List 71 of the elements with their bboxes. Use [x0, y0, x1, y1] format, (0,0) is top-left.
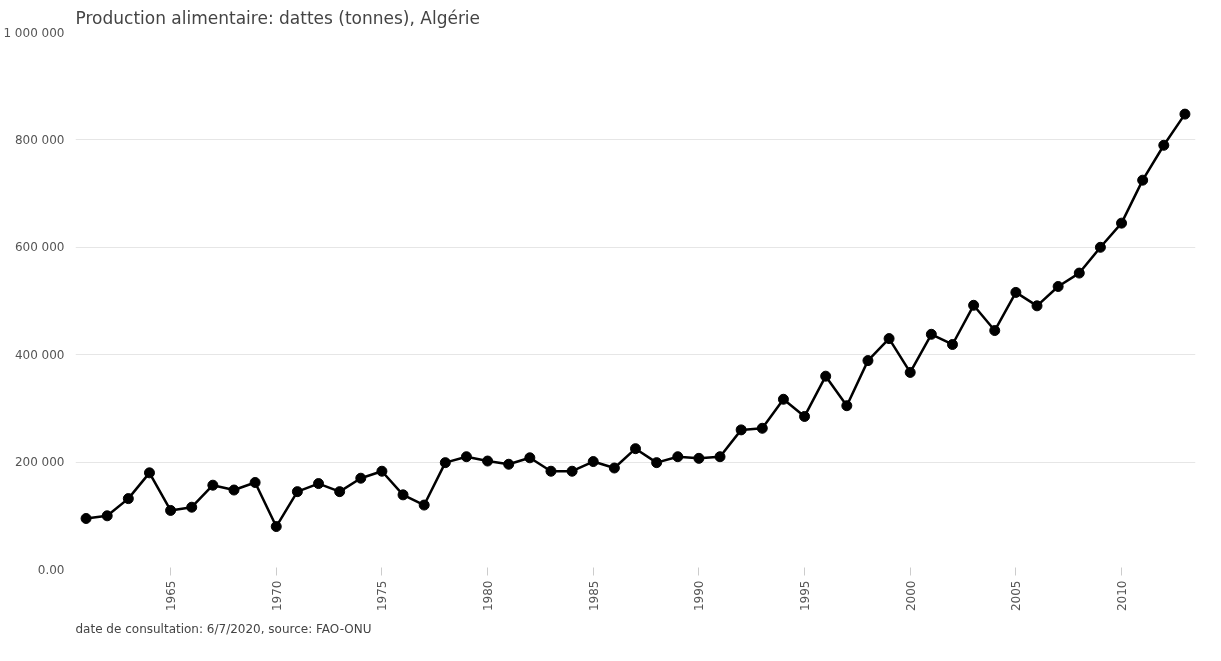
point — [820, 370, 832, 382]
point — [841, 400, 853, 412]
point — [714, 451, 726, 463]
point — [334, 486, 346, 498]
y-tick-label: 1 000 000 — [3, 25, 65, 40]
point — [249, 477, 261, 488]
point — [1158, 139, 1170, 151]
point — [693, 452, 705, 464]
x-tick-label: 1980 — [481, 580, 496, 612]
y-tick-label: 0.00 — [37, 562, 65, 577]
point — [482, 455, 494, 467]
y-tick-label: 800 000 — [14, 132, 65, 147]
x-tick-label: 2010 — [1115, 580, 1130, 612]
point — [735, 424, 747, 436]
point — [545, 465, 557, 477]
point — [968, 299, 980, 311]
point — [1073, 267, 1085, 279]
point — [651, 457, 663, 469]
x-tick-label: 1985 — [586, 580, 601, 612]
point — [946, 339, 958, 350]
point — [1010, 286, 1022, 298]
point — [207, 479, 219, 491]
point — [777, 393, 789, 405]
point — [460, 451, 472, 463]
x-tick-label: 2000 — [903, 580, 918, 612]
point — [143, 467, 155, 479]
point — [1052, 281, 1064, 292]
x-tick-label: 1990 — [692, 580, 707, 612]
point — [1179, 108, 1191, 120]
point — [80, 512, 92, 524]
y-tick-label: 400 000 — [14, 347, 65, 362]
point — [165, 504, 177, 516]
point — [989, 325, 1001, 337]
point — [101, 510, 113, 522]
point — [630, 443, 641, 455]
point — [503, 458, 515, 470]
point — [270, 521, 282, 533]
point — [799, 410, 811, 422]
point — [862, 355, 874, 367]
chart-title: Production alimentaire: dattes (tonnes), Algérie — [75, 7, 481, 28]
point — [418, 499, 430, 511]
point — [1116, 217, 1128, 229]
point — [1094, 241, 1106, 253]
x-tick-label: 1970 — [269, 580, 284, 612]
point — [587, 456, 599, 468]
y-tick-label: 600 000 — [14, 240, 65, 255]
point — [291, 486, 303, 498]
point — [186, 501, 198, 513]
point — [313, 478, 325, 490]
point — [439, 457, 451, 469]
x-tick-label: 1995 — [798, 580, 813, 612]
point — [1137, 174, 1149, 186]
point — [228, 484, 240, 496]
point — [608, 462, 620, 474]
point — [904, 366, 916, 378]
point — [1031, 300, 1043, 312]
point — [355, 472, 367, 484]
point — [376, 465, 388, 477]
point — [883, 333, 895, 345]
point — [756, 422, 768, 434]
x-tick-label: 1965 — [164, 580, 179, 612]
x-tick-label: 2005 — [1009, 580, 1024, 612]
point — [925, 328, 937, 340]
point — [122, 493, 134, 505]
y-tick-label: 200 000 — [14, 455, 65, 470]
x-tick-label: 1975 — [375, 580, 390, 612]
point — [524, 452, 536, 464]
point — [397, 489, 409, 501]
text: date de consultation: 6/7/2020, source: FAO-ONU — [75, 621, 372, 636]
point — [672, 451, 684, 463]
point — [566, 465, 578, 477]
